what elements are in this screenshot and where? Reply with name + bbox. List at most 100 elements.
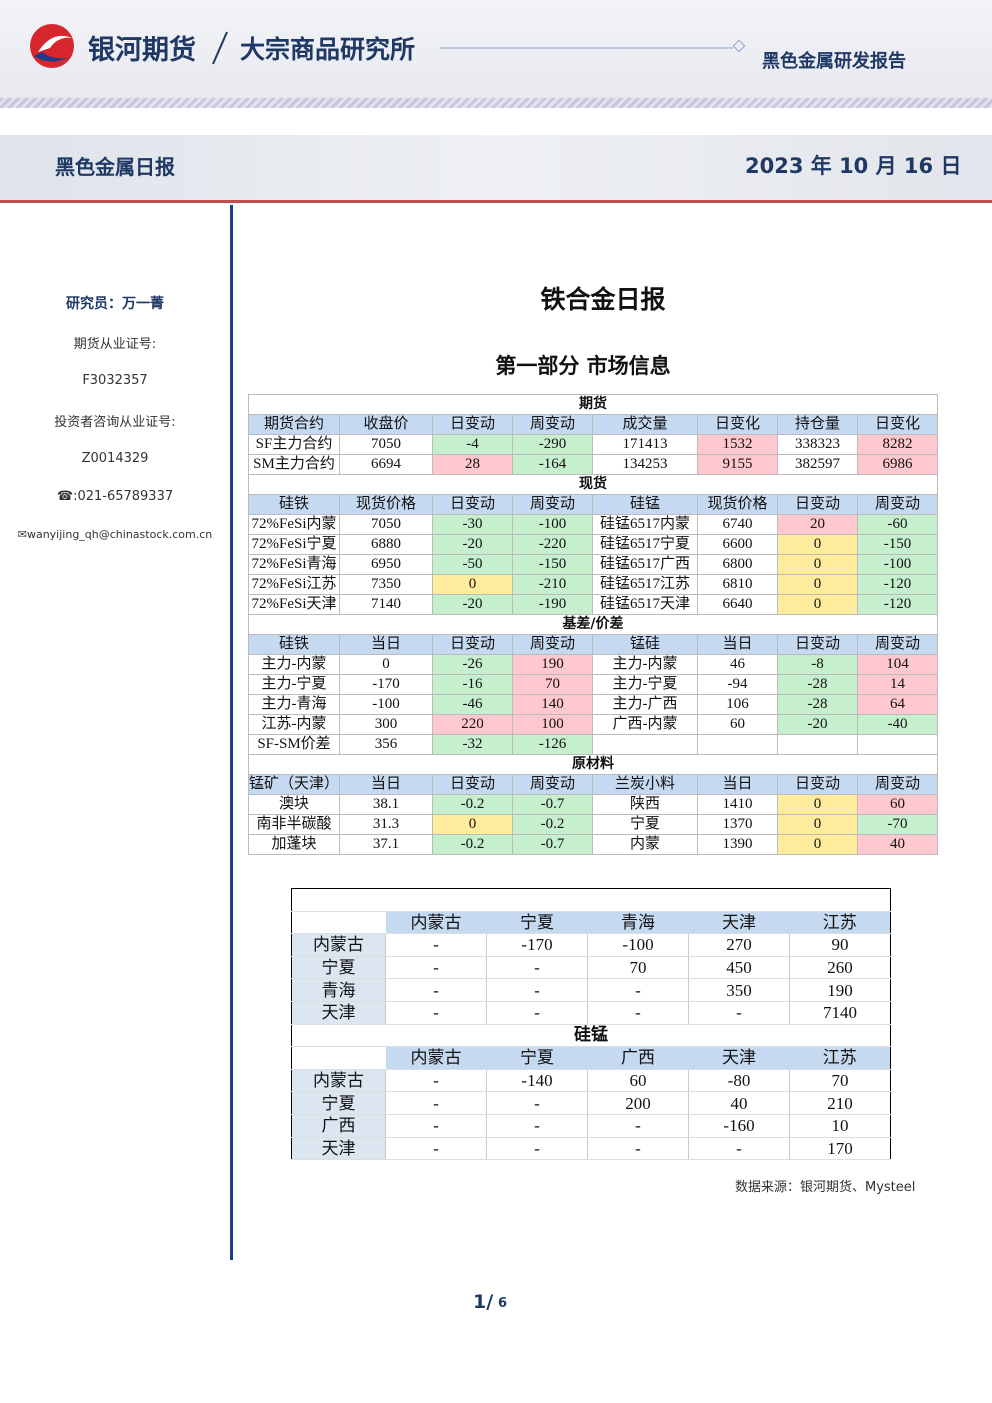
cell: -30 bbox=[432, 514, 514, 535]
header-cell: 日变动 bbox=[777, 494, 859, 515]
cell: -126 bbox=[512, 734, 594, 755]
cell: 7140 bbox=[339, 594, 434, 615]
header-cell: 现货价格 bbox=[339, 494, 434, 515]
header-cell: 周变动 bbox=[512, 634, 594, 655]
header-cell: 内蒙古 bbox=[385, 911, 487, 935]
cell: -100 bbox=[512, 514, 594, 535]
banner-title: 黑色金属日报 bbox=[55, 155, 175, 179]
cell: -100 bbox=[339, 694, 434, 715]
cell: 主力-青海 bbox=[247, 694, 341, 715]
cell: -70 bbox=[857, 814, 939, 835]
header-cell: 当日 bbox=[339, 774, 434, 795]
header-cell: 现货价格 bbox=[697, 494, 779, 515]
cell: 40 bbox=[857, 834, 939, 855]
cell: -94 bbox=[697, 674, 779, 695]
page-total: 6 bbox=[498, 1296, 508, 1311]
cell: -20 bbox=[432, 594, 514, 615]
section-title: 基差/价差 bbox=[247, 614, 939, 635]
cell: 210 bbox=[789, 1091, 891, 1115]
header-cell: 当日 bbox=[697, 634, 779, 655]
header-cell: 日变动 bbox=[432, 634, 514, 655]
cell: 260 bbox=[789, 956, 891, 980]
cell: - bbox=[587, 1114, 689, 1138]
cell: 104 bbox=[857, 654, 939, 675]
cell: - bbox=[688, 1001, 790, 1025]
row-label: 内蒙古 bbox=[291, 933, 386, 957]
cell: 8282 bbox=[857, 434, 939, 455]
cell: -4 bbox=[432, 434, 514, 455]
cell: 6600 bbox=[697, 534, 779, 555]
institute: 大宗商品研究所 bbox=[240, 35, 416, 64]
cell: 171413 bbox=[592, 434, 699, 455]
page-current: 1/ bbox=[473, 1291, 494, 1313]
header-cell: 锰矿（天津） bbox=[247, 774, 341, 795]
header-stripe bbox=[0, 98, 992, 108]
header-cell: 日变动 bbox=[777, 634, 859, 655]
slash bbox=[212, 31, 228, 65]
cert-label: 期货从业证号: bbox=[73, 337, 157, 352]
cell: 190 bbox=[512, 654, 594, 675]
header-cell: 周变动 bbox=[857, 774, 939, 795]
section-title bbox=[291, 888, 891, 912]
header-row: 期货合约 收盘价 日变动 周变动 成交量 日变化 持仓量 日变化 bbox=[247, 414, 939, 435]
cell: 硅锰6517江苏 bbox=[592, 574, 699, 595]
cell: -0.2 bbox=[512, 814, 594, 835]
cell: - bbox=[385, 1114, 487, 1138]
cell: 70 bbox=[587, 956, 689, 980]
data-row: 宁夏 - -70 450 260 bbox=[291, 956, 891, 980]
header-cell: 天津 bbox=[688, 1046, 790, 1070]
cell: -28 bbox=[777, 694, 859, 715]
data-row: 广西 - - - -160 10 bbox=[291, 1114, 891, 1138]
header-cell: 锰硅 bbox=[592, 634, 699, 655]
cell: SF主力合约 bbox=[247, 434, 341, 455]
cell: 382597 bbox=[777, 454, 859, 475]
data-row: 加蓬块 37.1 -0.2 -0.7 内蒙 1390 0 40 bbox=[247, 834, 939, 855]
section-title: 原材料 bbox=[247, 754, 939, 775]
section-title: 第一部分 市场信息 bbox=[495, 354, 671, 378]
section-title: 硅锰 bbox=[291, 1024, 891, 1048]
cell: 60 bbox=[857, 794, 939, 815]
data-row: 天津 - - - -170 bbox=[291, 1137, 891, 1161]
header-cell: 硅铁 bbox=[247, 634, 341, 655]
header-bg bbox=[0, 0, 992, 98]
cell: -100 bbox=[857, 554, 939, 575]
cell: 7050 bbox=[339, 434, 434, 455]
header-cell: 硅铁 bbox=[247, 494, 341, 515]
cell: - bbox=[385, 956, 487, 980]
cell: 28 bbox=[432, 454, 514, 475]
cell: 主力-内蒙 bbox=[247, 654, 341, 675]
section-row: 原材料 bbox=[247, 754, 939, 775]
market-table: 期货 期货合约 收盘价 日变动 周变动 成交量 日变化 持仓量 日变化 SF主力合约 7050 -4-… bbox=[247, 394, 939, 855]
data-row: 青海 - - -350 190 bbox=[291, 978, 891, 1002]
cell: 90 bbox=[789, 933, 891, 957]
divider bbox=[230, 205, 233, 1260]
header-cell: 日变动 bbox=[432, 774, 514, 795]
cell: 140 bbox=[512, 694, 594, 715]
cell: 356 bbox=[339, 734, 434, 755]
cell: - bbox=[587, 1001, 689, 1025]
data-row: 江苏-内蒙 300 220 100 广西-内蒙 60 -20 -40 bbox=[247, 714, 939, 735]
cell: 6880 bbox=[339, 534, 434, 555]
cell: - bbox=[385, 1001, 487, 1025]
cell: 广西-内蒙 bbox=[592, 714, 699, 735]
cert: F3032357 bbox=[82, 373, 148, 388]
row-label: 天津 bbox=[291, 1001, 386, 1025]
cell: -190 bbox=[512, 594, 594, 615]
cell: -0.2 bbox=[432, 794, 514, 815]
header-cell: 日变动 bbox=[432, 494, 514, 515]
cell: 134253 bbox=[592, 454, 699, 475]
cell: 38.1 bbox=[339, 794, 434, 815]
empty-cell bbox=[777, 734, 859, 755]
report-type: 黑色金属研发报告 bbox=[762, 51, 906, 72]
cell: 9155 bbox=[697, 454, 779, 475]
cell: 1532 bbox=[697, 434, 779, 455]
cell: 7350 bbox=[339, 574, 434, 595]
cell: -170 bbox=[486, 933, 588, 957]
cell: 72%FeSi宁夏 bbox=[247, 534, 341, 555]
data-row: 72%FeSi青海 6950 -50 -150 硅锰6517广西 6800 0 -100 bbox=[247, 554, 939, 575]
header-cell: 当日 bbox=[339, 634, 434, 655]
header-cell: 收盘价 bbox=[339, 414, 434, 435]
researcher: 研究员：万一菁 bbox=[66, 296, 164, 312]
cell: 6740 bbox=[697, 514, 779, 535]
cell: SF-SM价差 bbox=[247, 734, 341, 755]
